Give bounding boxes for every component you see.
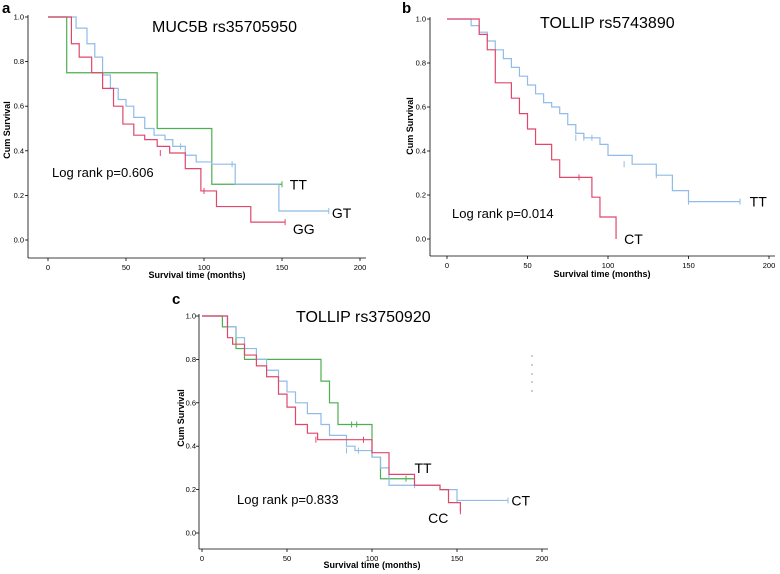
- y-tick-label: 0.0: [14, 236, 24, 245]
- panel-letter-c: c: [172, 291, 180, 308]
- y-tick-label: 0.6: [186, 398, 196, 407]
- y-tick-label: 0.8: [14, 57, 24, 66]
- panel-title: TOLLIP rs5743890: [540, 15, 675, 32]
- decorative-dot: [531, 390, 533, 392]
- x-tick-label: 100: [198, 263, 211, 272]
- logrank-annotation: Log rank p=0.833: [237, 492, 339, 507]
- y-tick-label: 0.6: [14, 102, 24, 111]
- y-tick-label: 1.0: [14, 13, 24, 22]
- group-label-cc: CC: [428, 510, 448, 526]
- y-tick-label: 0.0: [186, 529, 196, 538]
- survival-curve-ct: [202, 315, 508, 502]
- panel-letter-a: a: [2, 0, 11, 17]
- group-label-gt: GT: [332, 205, 352, 221]
- y-tick-label: 0.4: [416, 147, 426, 156]
- x-tick-label: 150: [451, 554, 464, 563]
- y-tick-label: 0.2: [416, 191, 426, 200]
- decorative-dot: [531, 355, 533, 357]
- survival-curve-gt: [48, 16, 329, 212]
- y-axis-label: Cum Survival: [405, 97, 415, 155]
- x-tick-label: 200: [354, 263, 367, 272]
- panel-title: MUC5B rs35705950: [152, 19, 297, 36]
- survival-curve-tt: [447, 18, 741, 203]
- y-tick-label: 1.0: [186, 312, 196, 321]
- logrank-annotation: Log rank p=0.606: [52, 165, 154, 180]
- survival-curve-tt: [202, 315, 415, 480]
- y-tick-label: 0.0: [416, 235, 426, 244]
- x-tick-label: 100: [602, 261, 615, 270]
- x-tick-label: 0: [46, 263, 50, 272]
- x-tick-label: 50: [283, 554, 291, 563]
- decorative-dot: [531, 364, 533, 366]
- y-tick-label: 0.6: [416, 103, 426, 112]
- panel-a: a MUC5B rs35705950 Log rank p=0.606 Surv…: [2, 0, 366, 280]
- logrank-annotation: Log rank p=0.014: [452, 206, 554, 221]
- x-tick-label: 0: [200, 554, 204, 563]
- y-tick-label: 0.2: [14, 191, 24, 200]
- x-tick-label: 50: [523, 261, 531, 270]
- panel-c: c TOLLIP rs3750920 Log rank p=0.833 Surv…: [172, 291, 548, 570]
- x-tick-label: 50: [122, 263, 130, 272]
- panel-b: b TOLLIP rs5743890 Log rank p=0.014 Surv…: [402, 0, 775, 279]
- survival-curve-tt: [48, 16, 282, 185]
- x-axis-label: Survival time (months): [323, 560, 420, 570]
- y-tick-label: 0.8: [416, 59, 426, 68]
- y-axis-label: Cum Survival: [176, 389, 186, 447]
- y-tick-label: 0.8: [186, 355, 196, 364]
- group-label-ct: CT: [624, 231, 643, 247]
- x-tick-label: 200: [763, 261, 776, 270]
- group-label-tt: TT: [415, 460, 433, 476]
- decorative-dot: [531, 373, 533, 375]
- group-label-gg: GG: [293, 221, 315, 237]
- group-label-ct: CT: [511, 492, 530, 508]
- y-tick-label: 0.4: [14, 146, 24, 155]
- x-tick-label: 200: [536, 554, 549, 563]
- x-axis-label: Survival time (months): [553, 269, 650, 279]
- survival-curve-gg: [48, 16, 286, 223]
- panel-letter-b: b: [402, 0, 411, 17]
- y-tick-label: 0.4: [186, 442, 196, 451]
- decorative-dot: [531, 381, 533, 383]
- panel-title: TOLLIP rs3750920: [296, 309, 431, 326]
- survival-curve-cc: [202, 315, 461, 512]
- group-label-tt: TT: [750, 194, 768, 210]
- x-tick-label: 150: [682, 261, 695, 270]
- x-tick-label: 100: [366, 554, 379, 563]
- group-label-tt: TT: [290, 176, 308, 192]
- survival-curve-ct: [447, 18, 617, 239]
- x-axis-label: Survival time (months): [148, 270, 245, 280]
- x-tick-label: 150: [276, 263, 289, 272]
- y-tick-label: 1.0: [416, 15, 426, 24]
- y-axis-label: Cum Survival: [2, 101, 12, 159]
- x-tick-label: 0: [445, 261, 449, 270]
- y-tick-label: 0.2: [186, 485, 196, 494]
